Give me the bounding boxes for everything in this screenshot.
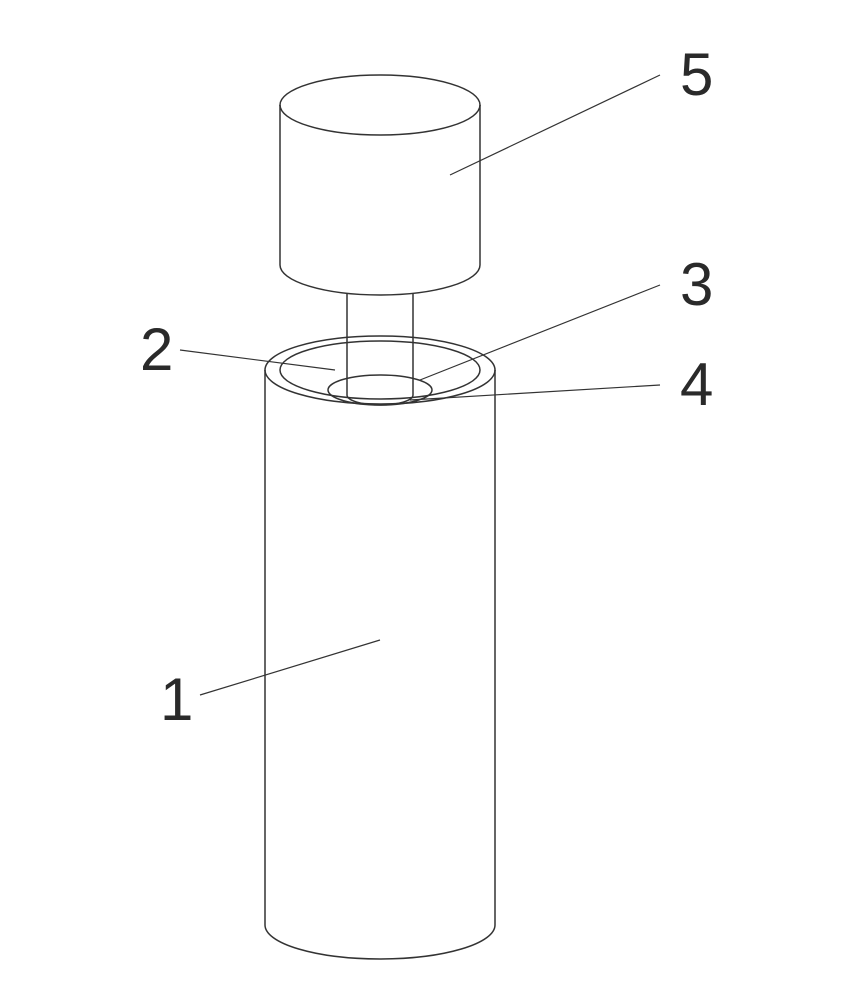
label-l5: 5 bbox=[680, 41, 713, 108]
leader-l5 bbox=[450, 75, 660, 175]
diagram-scene: 1 2 3 4 5 bbox=[0, 0, 854, 1000]
label-l3: 3 bbox=[680, 251, 713, 318]
cap-cylinder bbox=[280, 75, 480, 295]
body-inner-rim bbox=[280, 341, 480, 399]
label-l4: 4 bbox=[680, 351, 713, 418]
label-l1: 1 bbox=[160, 666, 193, 733]
body-cylinder bbox=[265, 336, 495, 959]
label-l2: 2 bbox=[140, 316, 173, 383]
leader-l3 bbox=[420, 285, 660, 380]
